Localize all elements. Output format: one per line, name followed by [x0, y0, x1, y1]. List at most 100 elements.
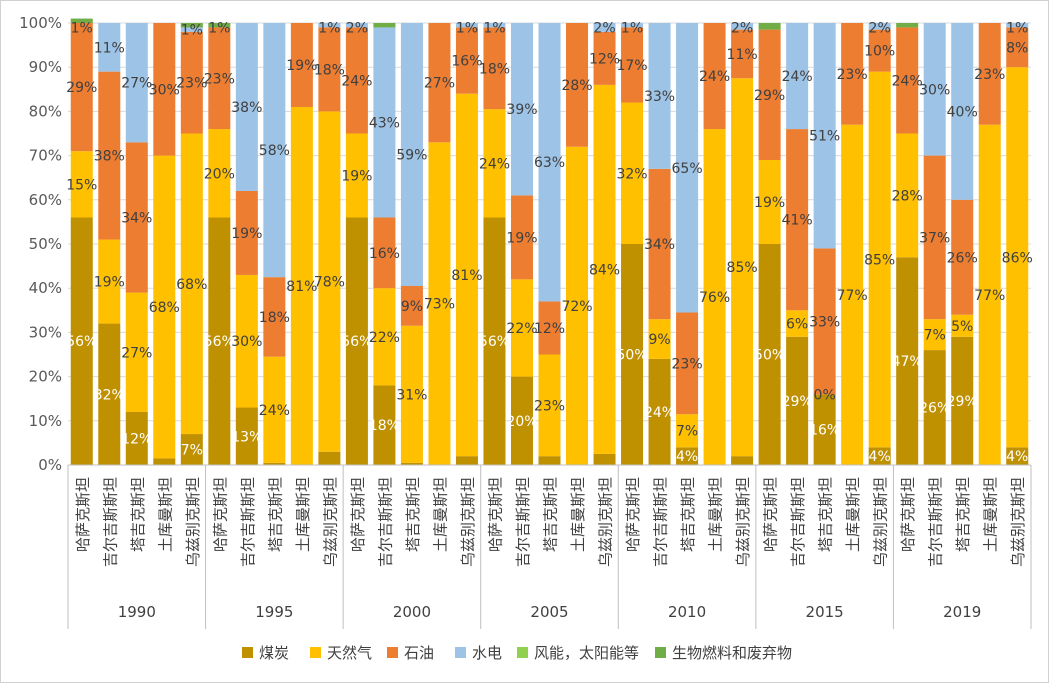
- data-label: 41%: [782, 213, 813, 229]
- data-label: 12%: [589, 51, 620, 67]
- data-label: 78%: [314, 275, 345, 291]
- bar-segment: [345, 27, 368, 134]
- x-category-label: 塔吉克斯坦: [679, 477, 697, 552]
- x-group-label: 2010: [668, 603, 706, 621]
- bar-segment: [153, 155, 176, 459]
- data-label: 30%: [149, 82, 180, 98]
- bar-segment: [538, 301, 561, 355]
- y-tick-label: 50%: [29, 235, 62, 253]
- bar-segment: [153, 23, 176, 156]
- bar-segment: [318, 23, 341, 28]
- bar-segment: [648, 23, 671, 169]
- y-tick-label: 40%: [29, 279, 62, 297]
- y-tick-label: 90%: [29, 58, 62, 76]
- bar-segment: [98, 239, 121, 324]
- bar-segment: [373, 27, 396, 218]
- data-label: 0%: [814, 387, 836, 403]
- data-label: 68%: [176, 277, 207, 293]
- data-label: 77%: [974, 288, 1005, 304]
- bar-segment: [125, 292, 148, 412]
- data-label: 31%: [396, 387, 427, 403]
- data-label: 56%: [479, 334, 510, 350]
- data-label: 47%: [892, 354, 923, 370]
- bar-segment: [896, 257, 919, 465]
- data-label: 56%: [204, 334, 235, 350]
- legend-label: 煤炭: [259, 644, 289, 662]
- data-label: 85%: [727, 260, 758, 276]
- data-label: 76%: [699, 290, 730, 306]
- bar-segment: [593, 23, 616, 32]
- bar-segment: [923, 319, 946, 351]
- bar-segment: [263, 277, 286, 357]
- bar-segment: [318, 111, 341, 452]
- data-label: 51%: [809, 129, 840, 145]
- bar-segment: [510, 279, 533, 377]
- x-group-label: 1990: [118, 603, 156, 621]
- data-label: 1%: [318, 20, 340, 36]
- legend-label: 水电: [472, 644, 502, 662]
- bar-segment: [180, 31, 203, 134]
- x-category-label: 乌兹别克斯坦: [872, 477, 890, 567]
- data-label: 1%: [621, 20, 643, 36]
- legend-swatch: [655, 647, 666, 658]
- data-label: 50%: [616, 348, 647, 364]
- data-label: 59%: [396, 147, 427, 163]
- y-tick-label: 80%: [29, 102, 62, 120]
- bar-segment: [703, 129, 726, 465]
- bar-segment: [676, 23, 699, 313]
- data-label: 43%: [369, 115, 400, 131]
- x-category-label: 吉尔吉斯斯坦: [652, 477, 670, 567]
- bar-segment: [235, 274, 258, 408]
- data-label: 1%: [71, 20, 93, 36]
- bar-segment: [538, 23, 561, 302]
- y-tick-label: 20%: [29, 368, 62, 386]
- data-label: 38%: [94, 149, 125, 165]
- data-label: 16%: [369, 246, 400, 262]
- bar-segment: [538, 354, 561, 457]
- bar-segment: [758, 29, 781, 161]
- x-group-label: 2005: [530, 603, 568, 621]
- data-label: 23%: [837, 67, 868, 83]
- bar-segment: [510, 376, 533, 465]
- data-label: 18%: [259, 310, 290, 326]
- data-label: 10%: [864, 44, 895, 60]
- bar-segment: [125, 23, 148, 143]
- data-label: 4%: [869, 449, 891, 465]
- data-label: 29%: [947, 394, 978, 410]
- data-label: 85%: [864, 252, 895, 268]
- bar-segment: [373, 385, 396, 465]
- data-label: 2%: [731, 20, 753, 36]
- bar-segment: [180, 133, 203, 435]
- bar-segment: [400, 325, 423, 463]
- x-category-label: 乌兹别克斯坦: [184, 477, 202, 567]
- data-label: 5%: [951, 319, 973, 335]
- data-label: 19%: [231, 226, 262, 242]
- data-label: 24%: [479, 156, 510, 172]
- bar-segment: [731, 29, 754, 79]
- bar-segment: [98, 323, 121, 465]
- x-category-label: 吉尔吉斯斯坦: [101, 477, 119, 567]
- data-label: 2%: [346, 20, 368, 36]
- bar-segment: [841, 23, 864, 125]
- bar-segment: [483, 109, 506, 218]
- bar-segment: [868, 71, 891, 448]
- bar-segment: [896, 133, 919, 258]
- data-label: 39%: [506, 102, 537, 118]
- bar-segment: [813, 394, 836, 465]
- data-label: 16%: [809, 423, 840, 439]
- x-category-label: 塔吉克斯坦: [404, 477, 422, 552]
- bar-segment: [593, 31, 616, 85]
- legend-label: 石油: [404, 644, 434, 662]
- bar-segment: [731, 78, 754, 457]
- bar-segment: [235, 190, 258, 275]
- x-category-label: 哈萨克斯坦: [349, 477, 367, 552]
- bar-segment: [1006, 27, 1029, 68]
- bar-segment: [208, 23, 231, 28]
- data-label: 1%: [208, 20, 230, 36]
- data-label: 33%: [644, 89, 675, 105]
- data-label: 30%: [231, 334, 262, 350]
- bar-segment: [208, 27, 231, 130]
- bar-segment: [180, 434, 203, 465]
- bar-segment: [786, 23, 809, 130]
